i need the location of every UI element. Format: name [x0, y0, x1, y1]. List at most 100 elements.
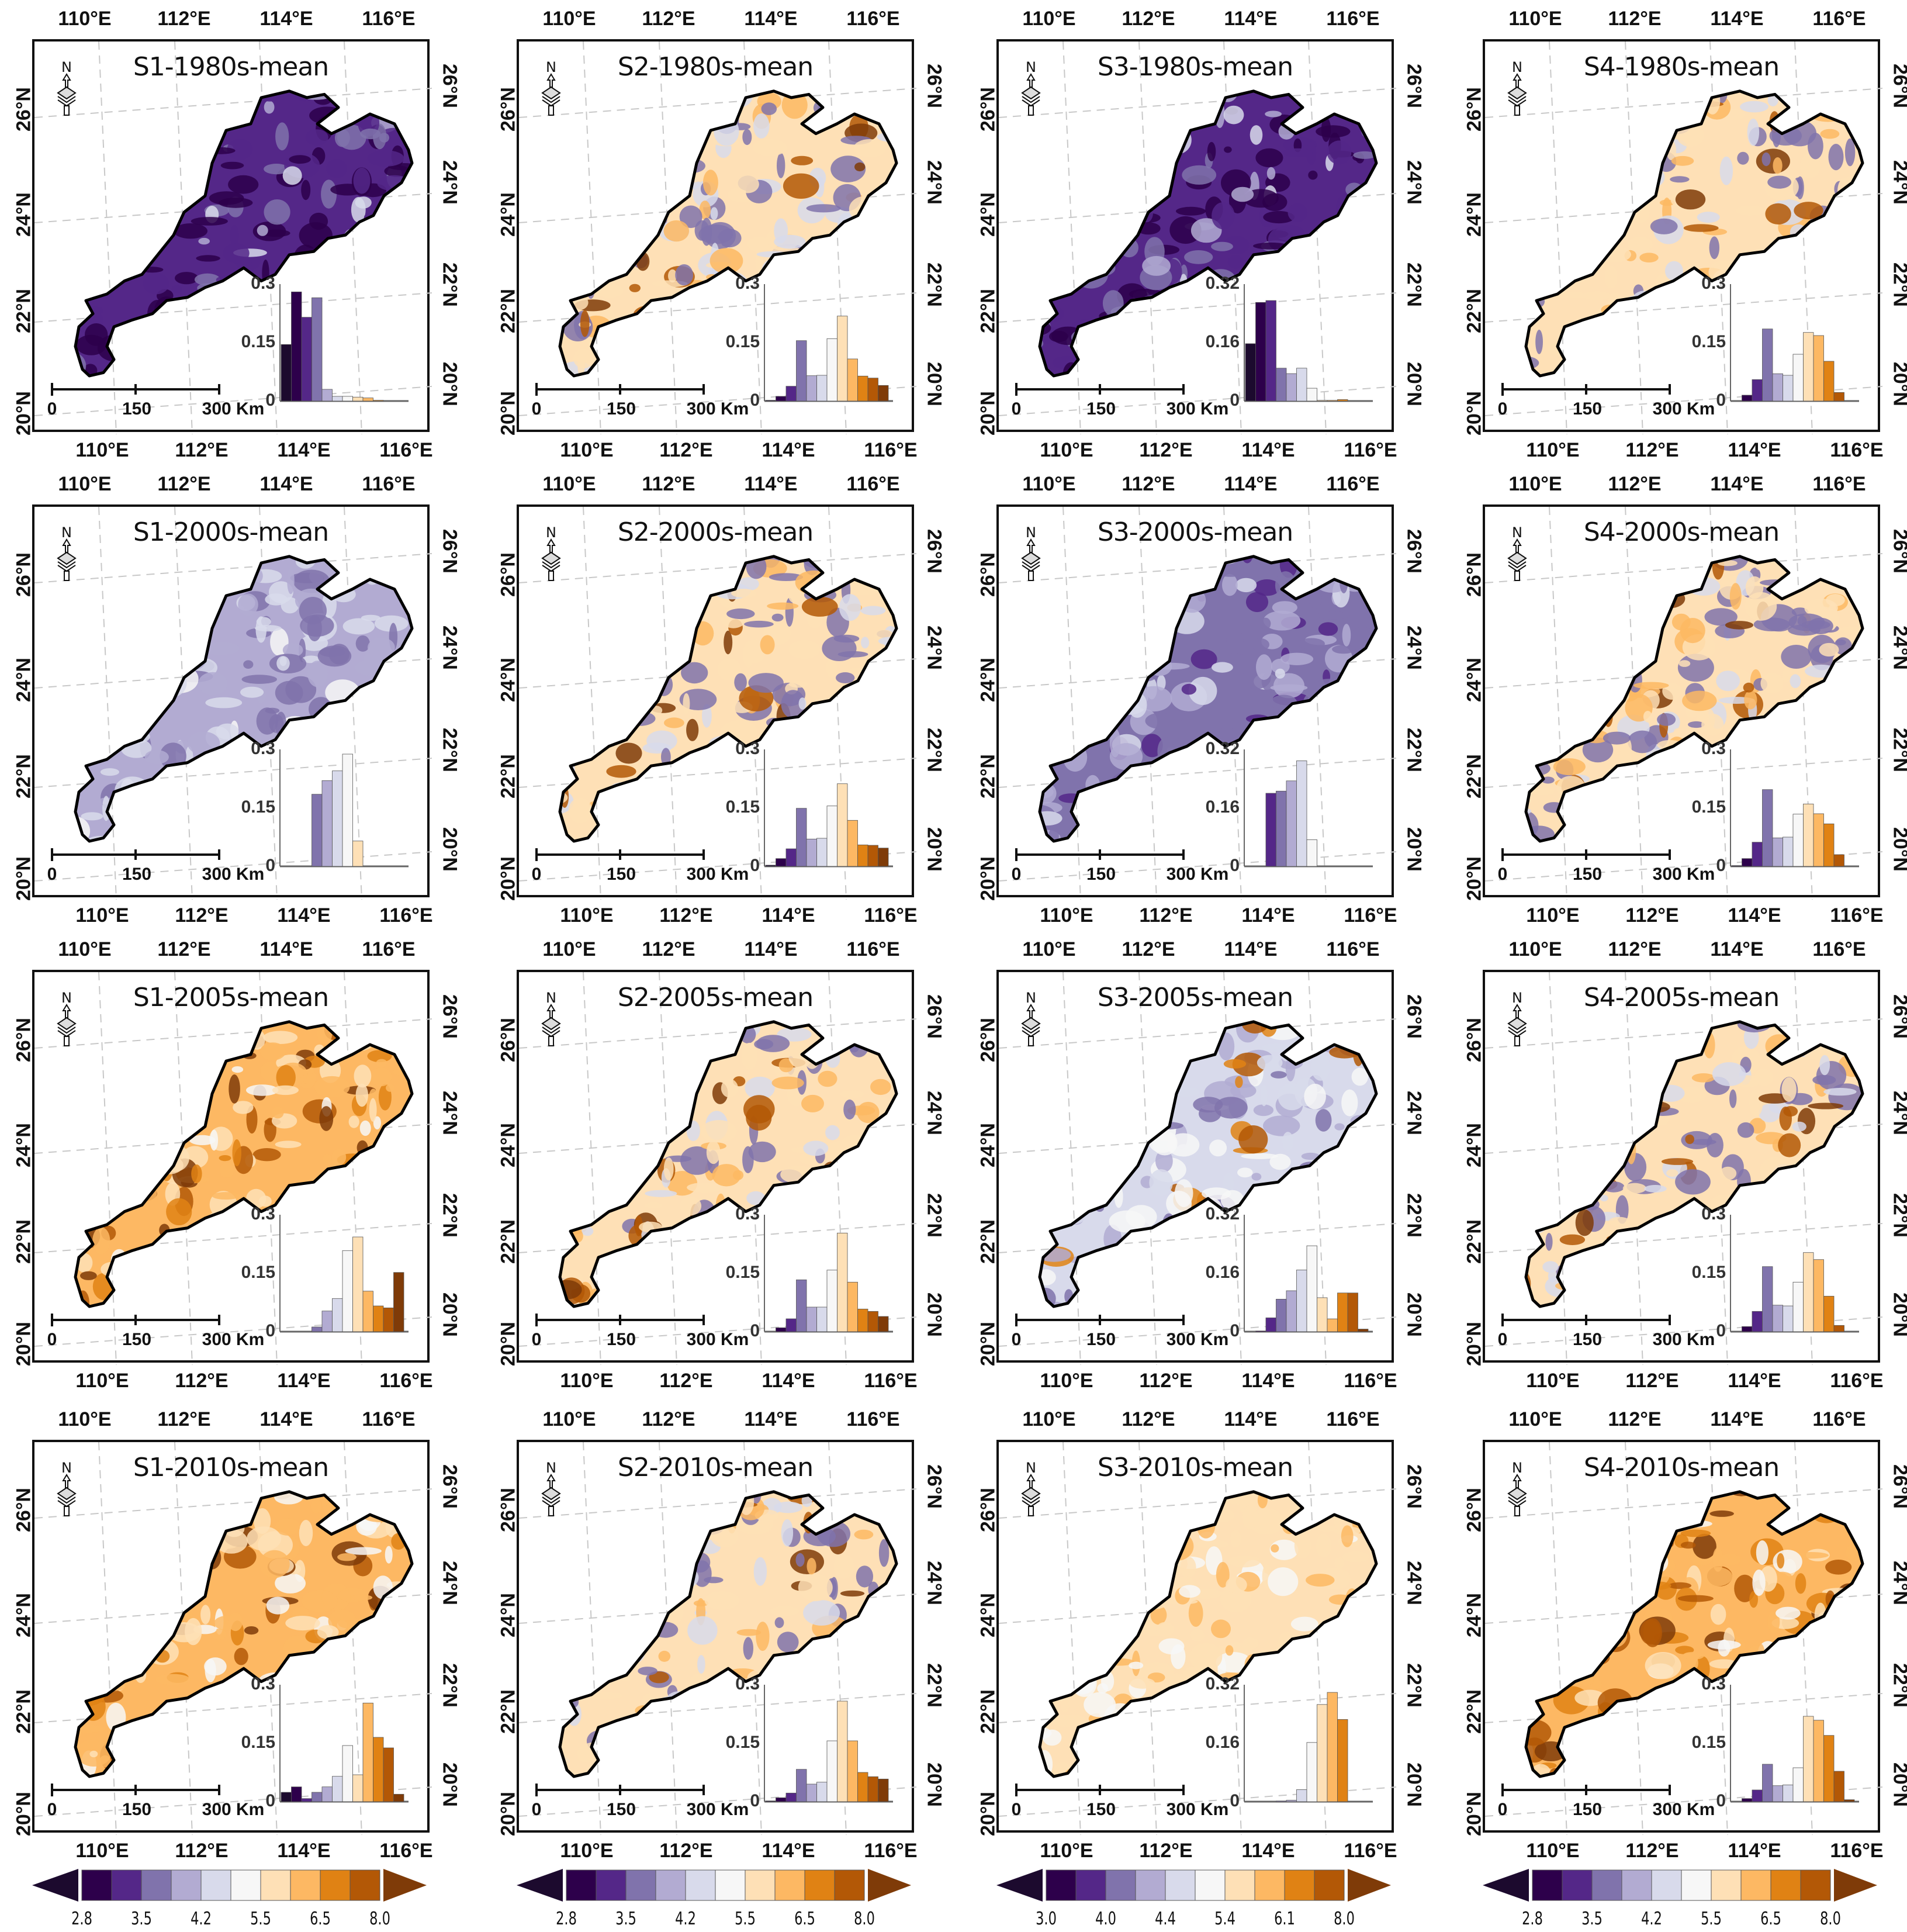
lat-tick-right: 26°N [1403, 994, 1425, 1039]
histogram-bar-3 [312, 1792, 323, 1802]
lon-tick-bottom: 110°E [560, 1370, 614, 1392]
graticule-parallel [1485, 1223, 1882, 1253]
panel-title: S1-2000s-mean [133, 517, 329, 547]
map-frame: S1-2000s-mean N 0 150 300 Km 0 0.15 0.3 [32, 504, 432, 900]
colorbar-segment-5 [715, 1869, 746, 1901]
histogram-bar-4 [321, 780, 333, 867]
histogram-tick-label: 0.3 [251, 1674, 275, 1693]
graticule-parallel [999, 1223, 1396, 1253]
histogram-bar-8 [1327, 400, 1338, 402]
lon-tick-top: 116°E [846, 1408, 900, 1430]
lat-tick-right: 22°N [923, 1193, 946, 1238]
lon-tick-top: 114°E [259, 8, 313, 30]
scale-bar [1015, 1781, 1185, 1799]
lon-tick-top: 116°E [362, 473, 416, 495]
colorbar-tick-label: 3.0 [1036, 1909, 1057, 1929]
panel-title: S1-1980s-mean [133, 52, 329, 82]
north-arrow-icon: N [1503, 990, 1532, 1048]
lat-tick-right: 26°N [923, 994, 946, 1039]
histogram-svg [764, 1685, 893, 1803]
graticule-parallel [34, 1488, 432, 1519]
lon-tick-top: 110°E [542, 473, 596, 495]
colorbar-segment-9 [1314, 1869, 1345, 1901]
histogram-tick-label: 0.16 [1205, 1263, 1240, 1282]
histogram-bar-10 [1347, 1292, 1358, 1332]
lon-tick-bottom: 116°E [1344, 439, 1397, 461]
histogram-bar-1 [291, 1786, 302, 1802]
lat-tick-right: 26°N [1889, 64, 1907, 108]
map-panel: S2-2000s-mean N 0 150 300 Km 0 0.15 0.3 110°E 110… [497, 473, 945, 927]
lon-tick-bottom: 116°E [379, 904, 433, 927]
lat-tick-left: 20°N [12, 391, 35, 436]
lat-tick-right: 22°N [438, 262, 461, 307]
scale-label: 300 Km [202, 399, 265, 419]
graticule-parallel [519, 386, 916, 416]
histogram-inset [1233, 738, 1373, 875]
histogram-bar-6 [1792, 814, 1804, 867]
histogram-tick-label: 0.3 [1701, 1674, 1726, 1693]
histogram-bar-2 [785, 1792, 797, 1802]
histogram-tick-label: 0.15 [725, 332, 760, 351]
histogram-inset [268, 1203, 409, 1340]
histogram-bar-4 [806, 838, 817, 867]
lat-tick-right: 22°N [1403, 1663, 1425, 1708]
lat-tick-left: 20°N [1463, 1322, 1486, 1366]
lat-tick-left: 20°N [497, 1792, 520, 1836]
map-panel: S4-2000s-mean N 0 150 300 Km 0 0.15 0.3 110°E 110… [1463, 473, 1907, 927]
colorbar-segment-8 [804, 1869, 835, 1901]
histogram-bar-6 [826, 1270, 837, 1332]
histogram-bar-1 [1742, 1798, 1753, 1802]
graticule-parallel [519, 1018, 916, 1049]
lat-tick-left: 26°N [1463, 87, 1486, 132]
graticule-parallel [999, 292, 1396, 323]
province-boundary [1524, 1020, 1864, 1308]
histogram-bar-4 [1286, 1290, 1297, 1332]
histogram-bar-7 [352, 841, 364, 867]
lon-tick-top: 114°E [1710, 1408, 1764, 1430]
north-arrow-icon: N [52, 59, 81, 117]
histogram-bar-9 [1337, 1719, 1348, 1802]
lon-tick-top: 112°E [157, 1408, 211, 1430]
colorbar-extend-high [1834, 1869, 1877, 1902]
histogram-bar-7 [837, 1701, 848, 1802]
histogram-bar-10 [383, 1747, 394, 1802]
lat-tick-left: 24°N [977, 1593, 999, 1637]
lon-tick-bottom: 112°E [1139, 439, 1193, 461]
lon-tick-bottom: 114°E [277, 1370, 331, 1392]
scale-label: 150 [606, 1800, 636, 1819]
lat-tick-left: 22°N [1463, 1689, 1486, 1734]
svg-text:N: N [1026, 1460, 1036, 1476]
map-panel: S1-2010s-mean N 0 150 300 Km 0 0.15 0.3 110°E 110… [12, 1408, 461, 1862]
lon-tick-top: 116°E [362, 938, 416, 960]
histogram-tick-label: 0 [265, 390, 275, 410]
colorbar-tick-label: 4.2 [191, 1909, 212, 1929]
lon-tick-bottom: 110°E [1040, 1840, 1093, 1862]
colorbar-extend-high [868, 1869, 911, 1902]
lon-tick-bottom: 116°E [1830, 904, 1884, 927]
lon-tick-bottom: 112°E [659, 439, 713, 461]
scale-label: 0 [1497, 399, 1508, 419]
lon-tick-bottom: 112°E [659, 904, 713, 927]
scale-bar [1501, 381, 1671, 398]
colorbar-tick-label: 6.1 [1274, 1909, 1295, 1929]
histogram-bar-9 [857, 1308, 868, 1332]
histogram-tick-label: 0 [1230, 390, 1240, 410]
histogram-svg [279, 1685, 409, 1803]
histogram-bar-0 [765, 1800, 776, 1802]
scale-label: 0 [47, 865, 57, 884]
panel-title: S2-2010s-mean [617, 1453, 814, 1482]
lat-tick-right: 26°N [1403, 64, 1425, 108]
histogram-bar-5 [816, 1307, 828, 1332]
histogram-bar-3 [312, 297, 323, 402]
lon-tick-bottom: 110°E [75, 439, 129, 461]
histogram-svg [1730, 749, 1859, 868]
lon-tick-top: 112°E [1608, 938, 1662, 960]
colorbar-segment-6 [1224, 1869, 1255, 1901]
scale-label: 300 Km [202, 1330, 265, 1349]
histogram-bar-9 [1823, 1735, 1835, 1802]
histogram-bar-2 [1265, 300, 1276, 402]
map-frame: S2-2005s-mean N 0 150 300 Km 0 0.15 0.3 [517, 970, 916, 1365]
lon-tick-bottom: 110°E [560, 439, 614, 461]
svg-text:N: N [61, 1460, 72, 1476]
graticule-meridian [1549, 972, 1567, 1365]
